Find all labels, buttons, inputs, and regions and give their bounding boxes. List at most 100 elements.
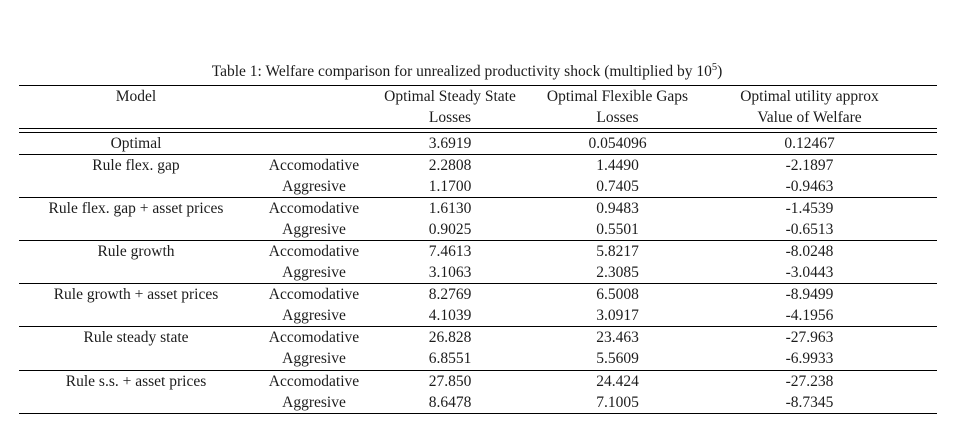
utility-approx-welfare-cell: -0.9463 <box>710 175 937 198</box>
flexible-gaps-losses-cell: 24.424 <box>596 372 639 390</box>
col-header-steady-state-line2: Losses <box>375 108 525 129</box>
utility-approx-welfare-cell: -27.963 <box>785 329 834 347</box>
steady-state-losses-cell: 0.9025 <box>375 218 525 241</box>
utility-approx-welfare-cell: 0.12467 <box>710 132 937 155</box>
flexible-gaps-losses-cell: 0.054096 <box>525 132 710 155</box>
steady-state-losses-cell: 3.6919 <box>375 132 525 155</box>
steady-state-losses-cell: 6.8551 <box>375 348 525 371</box>
double-rule-gap <box>19 128 937 133</box>
steady-state-losses-cell: 26.828 <box>428 329 472 347</box>
regime-cell: Aggresive <box>253 175 375 198</box>
flexible-gaps-losses-cell: 3.0917 <box>525 305 710 328</box>
steady-state-losses-cell: 1.1700 <box>375 175 525 198</box>
header-row-2: Losses Losses Value of Welfare <box>19 108 937 129</box>
flexible-gaps-losses-cell: 0.5501 <box>525 218 710 241</box>
col-header-model-line2 <box>19 108 253 129</box>
utility-approx-welfare-cell: -0.6513 <box>710 218 937 241</box>
flexible-gaps-losses-cell: 0.7405 <box>525 175 710 198</box>
flexible-gaps-losses-cell: 5.5609 <box>525 348 710 371</box>
table-row: Aggresive 0.9025 0.5501 -0.6513 <box>19 218 937 241</box>
model-cell: Rule growth <box>97 242 175 260</box>
flexible-gaps-losses-cell: 5.8217 <box>596 242 639 260</box>
table-row: Rule flex. gap + asset prices Accomodativ… <box>19 197 937 219</box>
regime-cell: Accomodative <box>268 199 360 217</box>
table-row: Aggresive 4.1039 3.0917 -4.1956 <box>19 305 937 328</box>
header-row-1: Model Optimal Steady State Optimal Flexi… <box>19 86 937 109</box>
utility-approx-welfare-cell: -3.0443 <box>710 262 937 285</box>
utility-approx-welfare-cell: -8.9499 <box>785 286 834 304</box>
flexible-gaps-losses-cell: 0.9483 <box>596 199 639 217</box>
table-row: Rule s.s. + asset prices Accomodative 27.8… <box>19 370 937 392</box>
col-header-model: Model <box>115 88 157 105</box>
regime-cell: Accomodative <box>268 242 360 260</box>
regime-cell: Accomodative <box>268 286 360 304</box>
col-header-steady-state-line1: Optimal Steady State <box>384 88 516 105</box>
steady-state-losses-cell: 3.1063 <box>375 262 525 285</box>
steady-state-losses-cell: 4.1039 <box>375 305 525 328</box>
utility-approx-welfare-cell: -6.9933 <box>710 348 937 371</box>
steady-state-losses-cell: 27.850 <box>428 372 472 390</box>
model-cell <box>19 305 253 328</box>
welfare-comparison-table: Model Optimal Steady State Optimal Flexi… <box>19 85 937 414</box>
regime-cell: Accomodative <box>268 372 360 390</box>
table-row: Aggresive 6.8551 5.5609 -6.9933 <box>19 348 937 371</box>
model-cell <box>19 391 253 414</box>
table-caption: Table 1: Welfare comparison for unrealiz… <box>8 61 926 83</box>
model-cell: Rule growth + asset prices <box>53 286 219 304</box>
regime-cell: Aggresive <box>253 218 375 241</box>
col-header-regime <box>253 86 375 109</box>
model-cell <box>19 348 253 371</box>
steady-state-losses-cell: 2.2808 <box>428 156 472 174</box>
utility-approx-welfare-cell: -8.0248 <box>785 242 834 260</box>
utility-approx-welfare-cell: -2.1897 <box>785 156 834 174</box>
table-caption-suffix: ) <box>717 63 723 80</box>
utility-approx-welfare-cell: -4.1956 <box>710 305 937 328</box>
model-cell <box>19 262 253 285</box>
col-header-flexible-gaps-line2: Losses <box>525 108 710 129</box>
regime-cell <box>253 132 375 155</box>
col-header-flexible-gaps-line1: Optimal Flexible Gaps <box>546 88 689 105</box>
table-row: Aggresive 3.1063 2.3085 -3.0443 <box>19 262 937 285</box>
model-cell: Rule s.s. + asset prices <box>65 372 207 390</box>
table-caption-text: Table 1: Welfare comparison for unrealiz… <box>211 63 712 80</box>
model-cell: Rule steady state <box>83 329 189 347</box>
steady-state-losses-cell: 7.4613 <box>428 242 472 260</box>
regime-cell: Aggresive <box>253 262 375 285</box>
utility-approx-welfare-cell: -8.7345 <box>710 391 937 414</box>
table-row: Rule growth Accomodative 7.4613 5.8217 -8.02… <box>19 240 937 262</box>
col-header-regime-line2 <box>253 108 375 129</box>
table-row: Aggresive 8.6478 7.1005 -8.7345 <box>19 391 937 414</box>
flexible-gaps-losses-cell: 23.463 <box>596 329 639 347</box>
steady-state-losses-cell: 1.6130 <box>428 199 472 217</box>
model-cell: Optimal <box>19 132 253 155</box>
utility-approx-welfare-cell: -1.4539 <box>785 199 834 217</box>
table-row: Rule flex. gap Accomodative 2.2808 1.4490 -2… <box>19 154 937 176</box>
flexible-gaps-losses-cell: 6.5008 <box>596 286 639 304</box>
steady-state-losses-cell: 8.2769 <box>428 286 472 304</box>
model-cell <box>19 218 253 241</box>
flexible-gaps-losses-cell: 2.3085 <box>525 262 710 285</box>
table-body: Optimal 3.6919 0.054096 0.12467 Rule flex. g… <box>19 132 937 414</box>
regime-cell: Aggresive <box>253 305 375 328</box>
regime-cell: Aggresive <box>253 391 375 414</box>
table-row: Rule growth + asset prices Accomodative 8.… <box>19 284 937 306</box>
double-rule <box>19 128 937 133</box>
flexible-gaps-losses-cell: 1.4490 <box>596 156 639 174</box>
table-row: Optimal 3.6919 0.054096 0.12467 <box>19 132 937 155</box>
model-cell: Rule flex. gap <box>92 156 180 174</box>
col-header-utility-line1: Optimal utility approx <box>740 88 879 105</box>
col-header-utility-line2: Value of Welfare <box>710 108 937 129</box>
table-header: Model Optimal Steady State Optimal Flexi… <box>19 86 937 133</box>
table-row: Aggresive 1.1700 0.7405 -0.9463 <box>19 175 937 198</box>
model-cell: Rule flex. gap + asset prices <box>48 199 224 217</box>
regime-cell: Aggresive <box>253 348 375 371</box>
table-row: Rule steady state Accomodative 26.828 23.46… <box>19 327 937 349</box>
regime-cell: Accomodative <box>268 156 360 174</box>
utility-approx-welfare-cell: -27.238 <box>785 372 834 390</box>
table-caption-superscript: 5 <box>711 61 718 73</box>
regime-cell: Accomodative <box>268 329 360 347</box>
steady-state-losses-cell: 8.6478 <box>375 391 525 414</box>
model-cell <box>19 175 253 198</box>
flexible-gaps-losses-cell: 7.1005 <box>525 391 710 414</box>
